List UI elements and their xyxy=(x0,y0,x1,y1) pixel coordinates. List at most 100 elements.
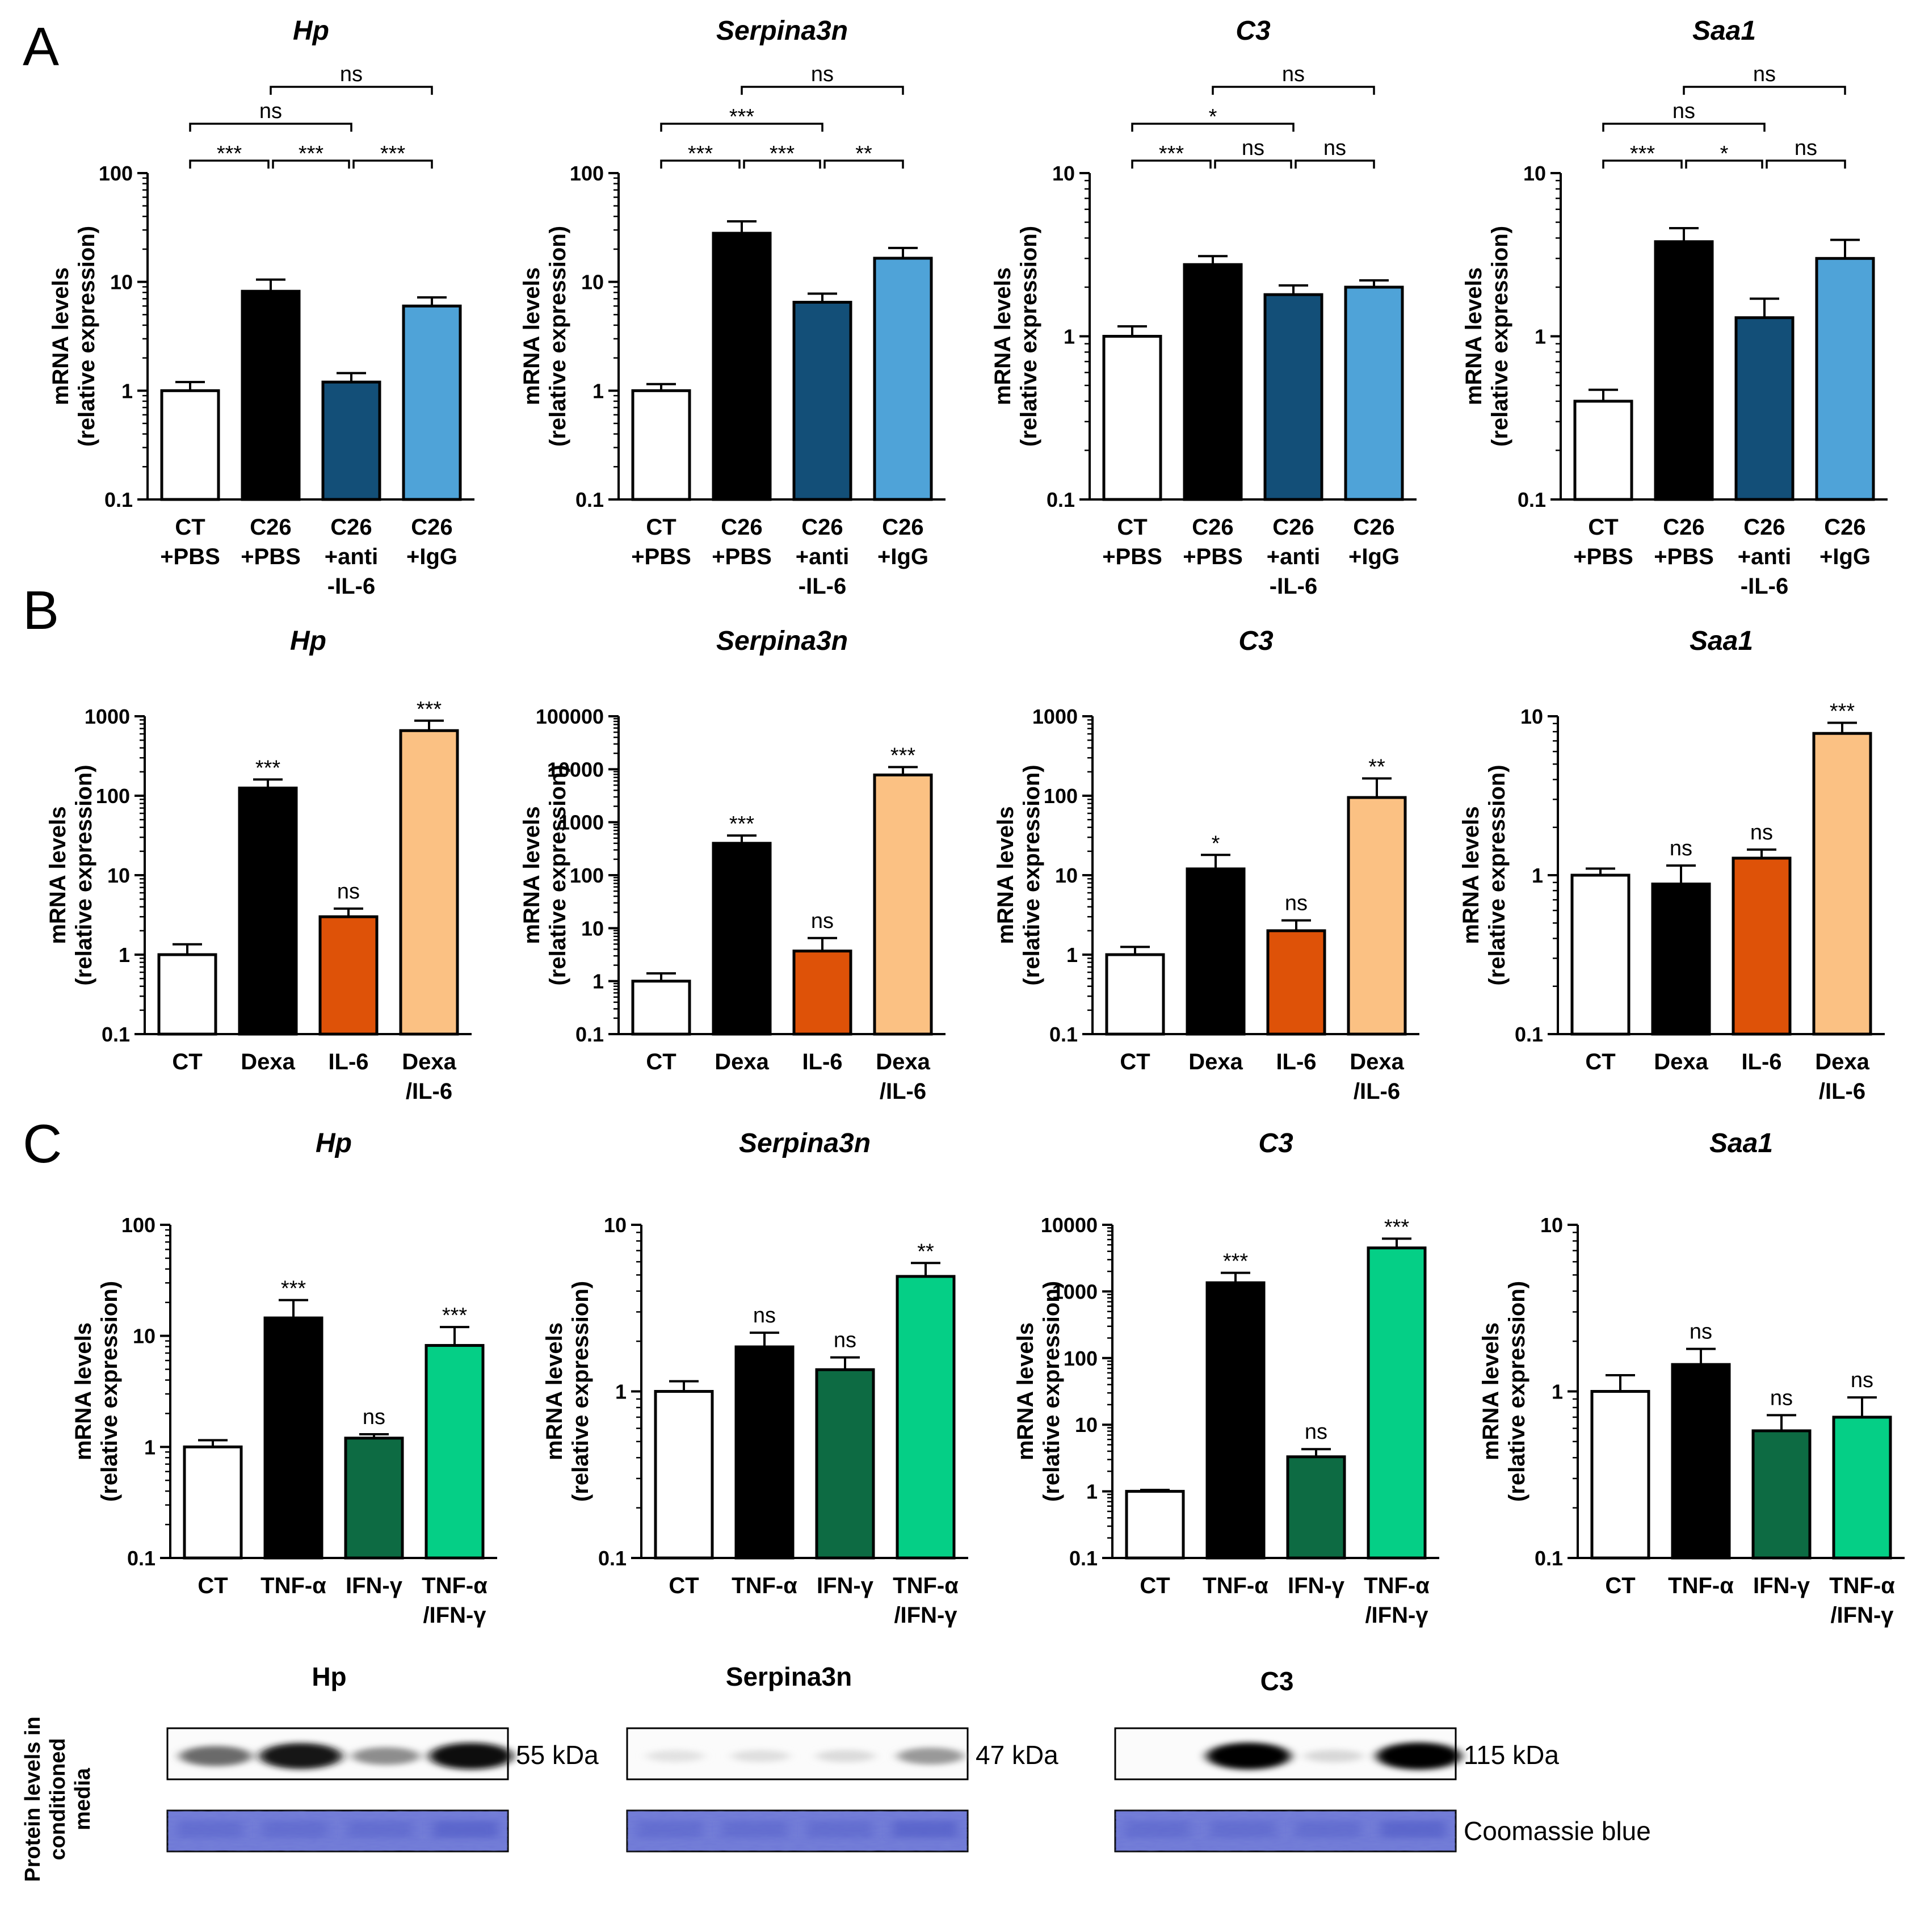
significance-label: *** xyxy=(1830,699,1855,723)
y-tick-label: 1000 xyxy=(558,811,604,834)
category-label-line: TNF-α xyxy=(1203,1573,1268,1598)
category-label-line: -IL-6 xyxy=(327,574,375,599)
y-tick-label: 10 xyxy=(1055,864,1078,887)
protein-band xyxy=(179,1746,252,1766)
y-tick-label: 10 xyxy=(581,917,604,940)
y-axis-label-line: mRNA levels xyxy=(1461,267,1486,405)
category-label-line: /IFN-γ xyxy=(894,1603,957,1628)
y-tick-label: 10 xyxy=(1520,705,1543,728)
y-tick-label: 10 xyxy=(604,1213,627,1237)
category-label: IFN-γ xyxy=(346,1573,403,1598)
y-tick-label: 0.1 xyxy=(104,488,133,511)
y-tick-label: 1 xyxy=(592,379,604,402)
protein-band xyxy=(259,1743,342,1769)
coomassie-lane xyxy=(1296,1821,1360,1838)
blots-layer: Protein levels inconditionedmedia Hp 55 kD… xyxy=(21,1662,1651,1882)
category-label-line: CT xyxy=(1605,1573,1635,1598)
bracket-label: ns xyxy=(1795,136,1817,160)
bar xyxy=(1832,1416,1892,1560)
y-axis-label: mRNA levels(relative expression) xyxy=(48,226,99,447)
y-tick-label: 10000 xyxy=(547,758,604,781)
significance-label: ** xyxy=(1368,755,1385,779)
bracket-label: *** xyxy=(1159,142,1184,166)
category-label-line: C26 xyxy=(250,515,291,540)
y-axis-label: mRNA levels(relative expression) xyxy=(1478,1281,1529,1502)
category-label-line: +IgG xyxy=(1348,544,1400,569)
significance-label: ns xyxy=(1770,1386,1793,1410)
category-label: CT +PBS xyxy=(1573,515,1633,569)
category-label: CT xyxy=(1120,1049,1150,1074)
bar xyxy=(344,1437,404,1560)
significance-label: ns xyxy=(1670,837,1692,860)
bar xyxy=(1751,1429,1812,1560)
category-label-line: Dexa xyxy=(876,1049,930,1074)
y-tick-label: 1 xyxy=(1552,1380,1563,1404)
y-tick-label: 0.1 xyxy=(598,1547,627,1570)
y-tick-label: 1 xyxy=(121,379,133,402)
protein-band xyxy=(1206,1742,1291,1770)
bar xyxy=(792,950,852,1036)
category-label-line: C26 xyxy=(1663,515,1704,540)
category-label: CT xyxy=(1140,1573,1170,1598)
significance-label: * xyxy=(1212,831,1220,855)
coomassie-lane xyxy=(722,1821,787,1838)
comparison-bracket xyxy=(1295,159,1375,169)
chart-x-serpina3n: Serpina3n mRNA levels(relative expression… xyxy=(519,626,946,1104)
category-label-line: +anti xyxy=(1738,544,1791,569)
comparison-bracket xyxy=(660,123,823,132)
comparison-bracket xyxy=(1602,159,1683,169)
category-label-line: CT xyxy=(1588,515,1618,540)
bar xyxy=(1102,335,1162,501)
y-tick-label: 1 xyxy=(1086,1480,1098,1503)
significance-label: *** xyxy=(729,812,755,836)
y-axis-label-line: (relative expression) xyxy=(1019,765,1044,985)
bracket-label: ns xyxy=(1282,62,1305,86)
y-tick-label: 100 xyxy=(99,162,133,185)
category-label: TNF-α xyxy=(1668,1573,1734,1598)
category-label-line: +IgG xyxy=(1819,544,1871,569)
y-tick-label: 100 xyxy=(121,1213,156,1237)
bracket-label: *** xyxy=(217,142,242,166)
category-label-line: +PBS xyxy=(631,544,691,569)
bracket-label: *** xyxy=(770,142,795,166)
blot-y-label: Protein levels inconditionedmedia xyxy=(21,1716,95,1881)
bar xyxy=(873,257,933,501)
y-tick-label: 100 xyxy=(96,784,130,808)
bracket-label: *** xyxy=(380,142,406,166)
kda-label: 115 kDa xyxy=(1464,1740,1559,1770)
category-label: C26 +IgG xyxy=(406,515,457,569)
y-axis-label-line: (relative expression) xyxy=(1039,1281,1064,1502)
y-tick-label: 0.1 xyxy=(1518,488,1546,511)
y-axis-label-line: (relative expression) xyxy=(1505,1281,1529,1502)
category-label: C26 +anti -IL-6 xyxy=(325,515,378,599)
category-label-line: +IgG xyxy=(406,544,457,569)
category-label-line: IFN-γ xyxy=(346,1573,403,1598)
y-tick-label: 1 xyxy=(1532,864,1543,887)
y-tick-label: 1 xyxy=(144,1435,156,1459)
y-axis-label-line: mRNA levels xyxy=(45,806,70,944)
chart-x-saa1: Saa1 mRNA levels(relative expression) 0.1 1… xyxy=(1461,16,1888,599)
kda-label: 47 kDa xyxy=(976,1740,1058,1770)
category-label: IFN-γ xyxy=(817,1573,874,1598)
significance-label: ns xyxy=(753,1304,776,1328)
y-tick-label: 100 xyxy=(570,162,604,185)
category-label-line: CT xyxy=(1140,1573,1170,1598)
chart-title: Saa1 xyxy=(1709,1128,1773,1158)
y-tick-label: 0.1 xyxy=(1047,488,1075,511)
y-axis-label-line: (relative expression) xyxy=(1487,226,1512,447)
category-label-line: CT xyxy=(197,1573,228,1598)
category-label-line: +PBS xyxy=(1654,544,1714,569)
y-axis-label-line: mRNA levels xyxy=(48,267,73,405)
category-label-line: +IgG xyxy=(877,544,928,569)
comparison-bracket xyxy=(1766,159,1846,169)
category-label-line: C26 xyxy=(1353,515,1394,540)
category-label-line: IL-6 xyxy=(1276,1049,1316,1074)
category-label: CT +PBS xyxy=(160,515,220,569)
y-tick-label: 10 xyxy=(107,864,130,887)
significance-label: ns xyxy=(363,1405,385,1429)
bar xyxy=(734,1345,795,1560)
category-label-line: -IL-6 xyxy=(1270,574,1317,599)
chart-A-hp: A Hp mRNA levels(relative expression) 0.1 1 1… xyxy=(23,16,474,599)
category-label-line: -IL-6 xyxy=(1741,574,1788,599)
y-axis-label: mRNA levels(relative expression) xyxy=(45,765,96,985)
